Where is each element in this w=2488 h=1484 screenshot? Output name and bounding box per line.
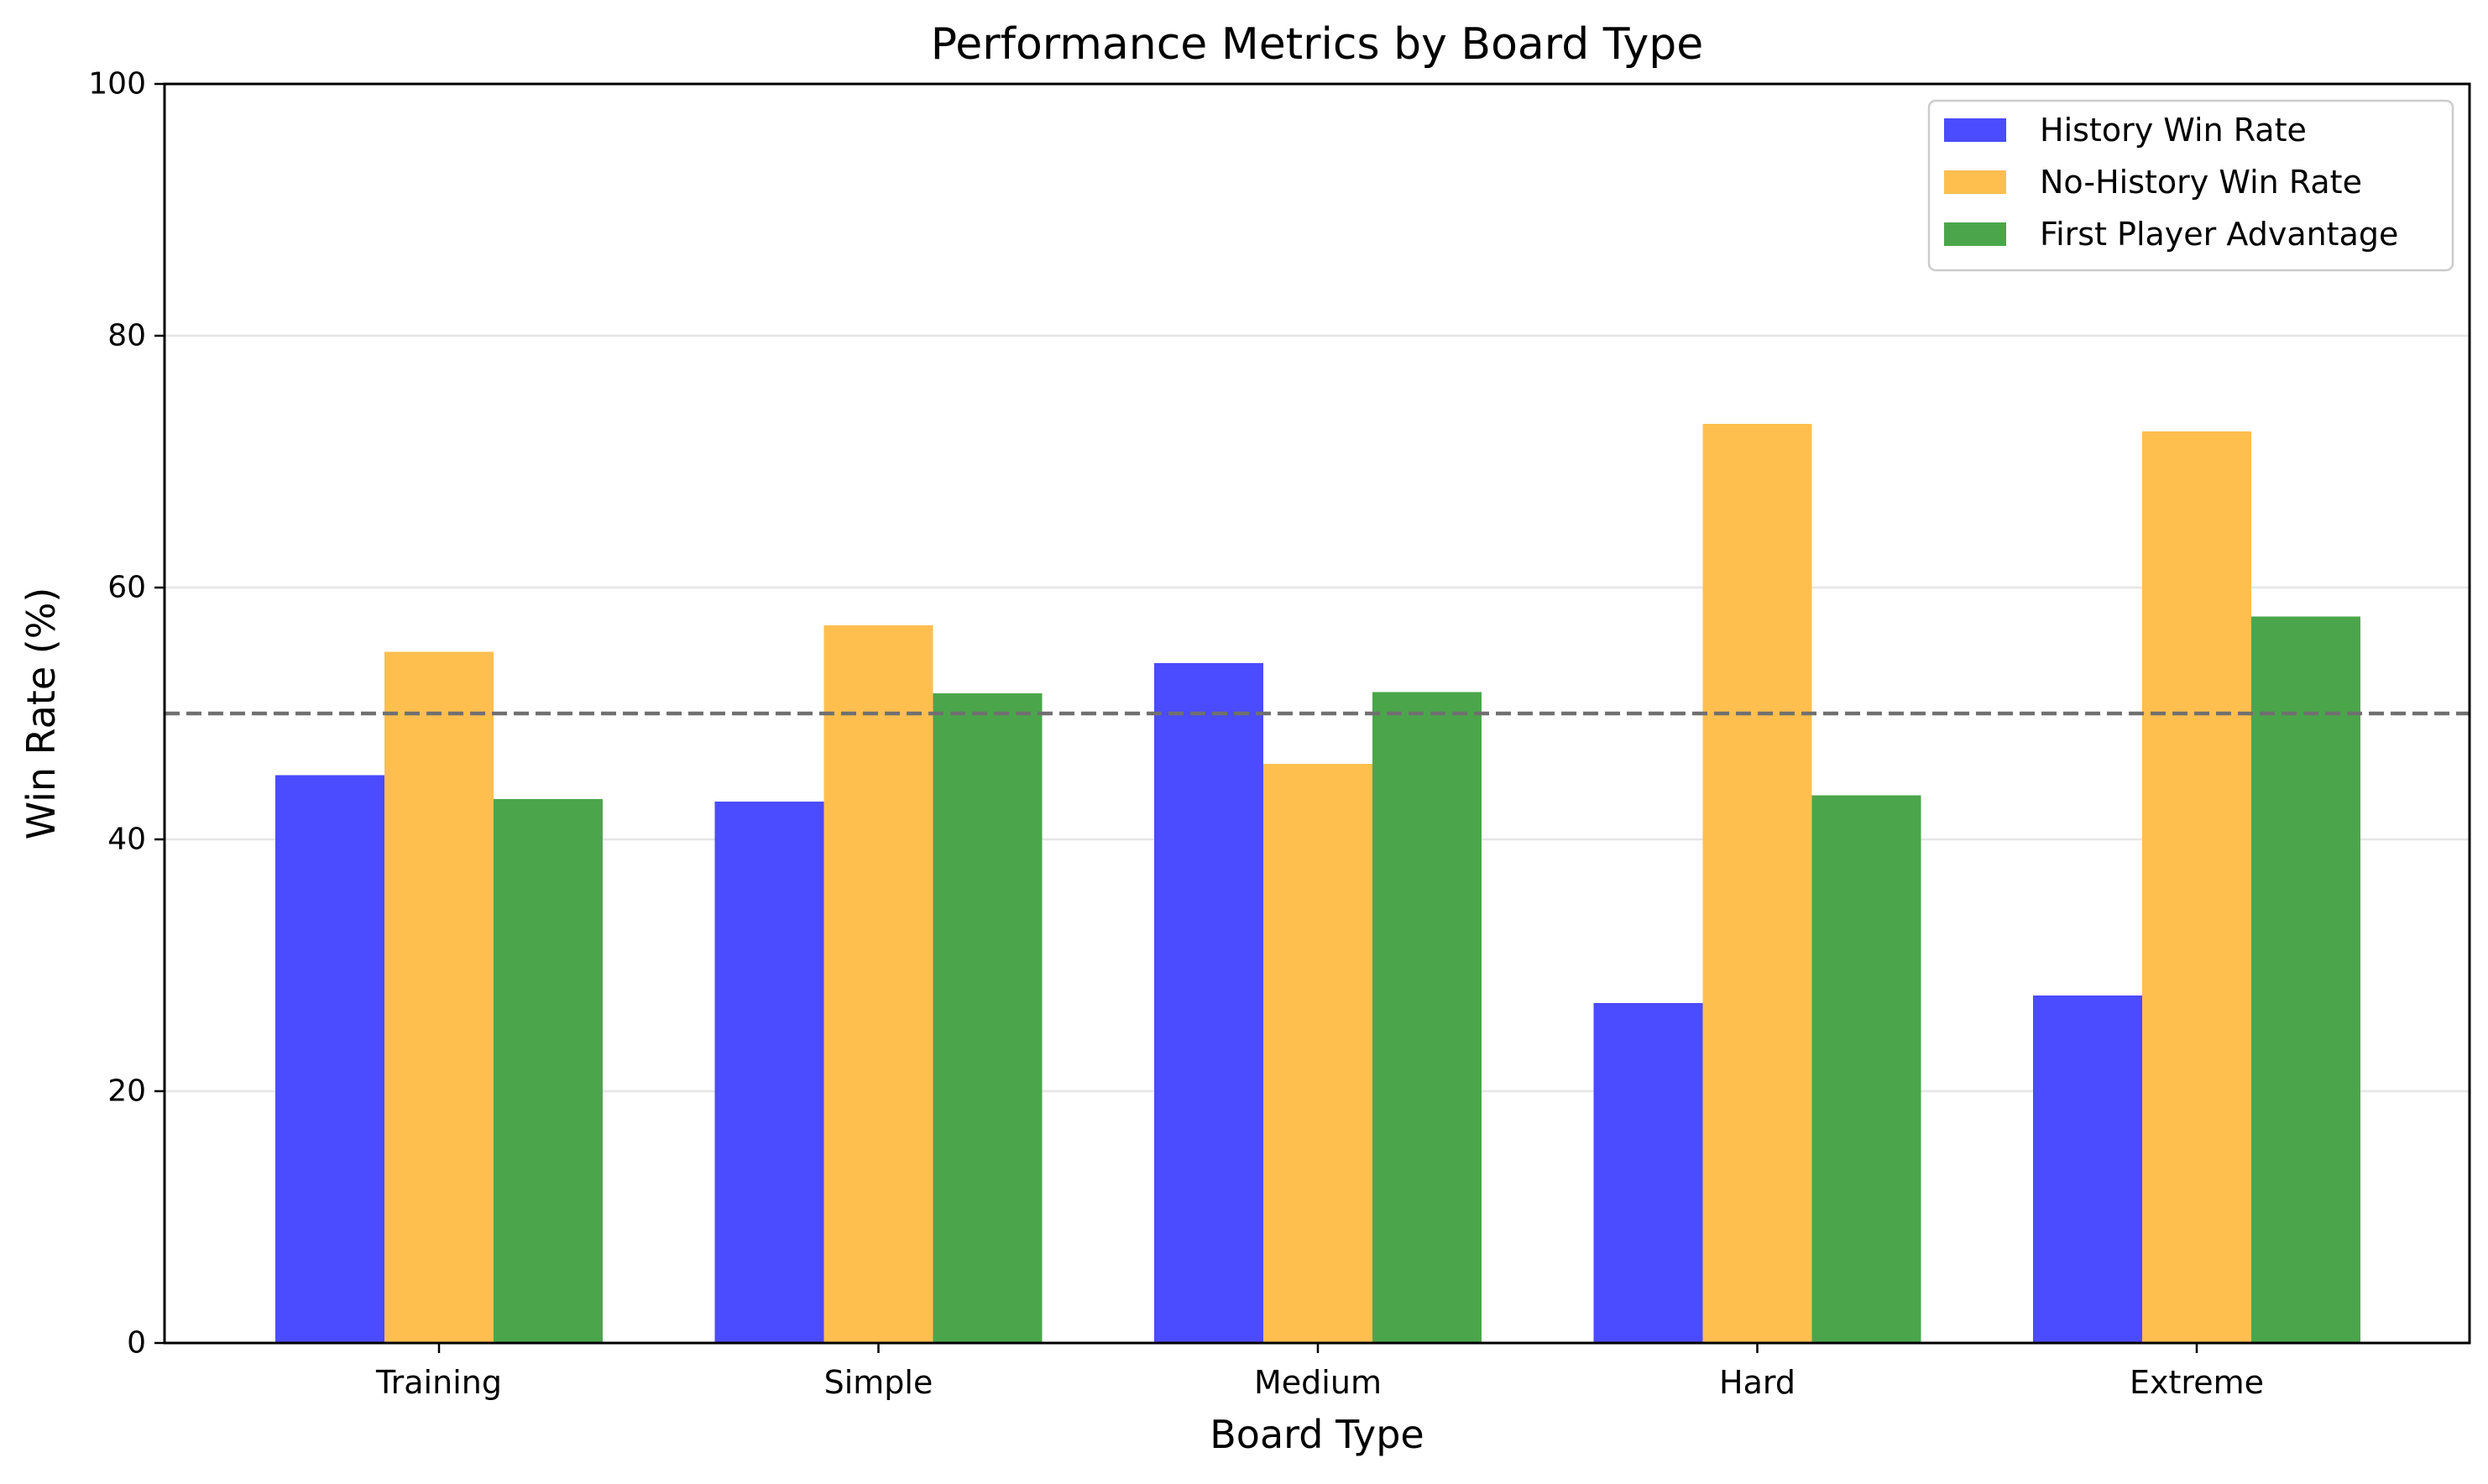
- x-axis-ticks: Training Simple Medium Hard Extreme: [375, 1343, 2264, 1401]
- bar-no-history-win-rate-training: [384, 651, 494, 1343]
- bar-first-player-advantage-extreme: [2251, 616, 2360, 1343]
- bar-history-win-rate-medium: [1154, 663, 1263, 1343]
- chart-title: Performance Metrics by Board Type: [931, 19, 1703, 70]
- bar-first-player-advantage-simple: [933, 693, 1043, 1343]
- bar-history-win-rate-simple: [714, 802, 824, 1343]
- bar-first-player-advantage-training: [494, 799, 603, 1343]
- bars: [275, 424, 2360, 1343]
- legend-label: History Win Rate: [2040, 112, 2307, 149]
- bar-no-history-win-rate-hard: [1702, 424, 1812, 1343]
- x-tick-label: Simple: [824, 1364, 933, 1401]
- bar-first-player-advantage-medium: [1372, 692, 1482, 1343]
- legend-swatch: [1944, 222, 2006, 246]
- x-tick-label: Training: [375, 1364, 502, 1401]
- bar-no-history-win-rate-extreme: [2142, 431, 2251, 1343]
- y-tick-label: 40: [107, 823, 146, 857]
- legend-frame: [1927, 99, 2454, 272]
- x-tick-label: Hard: [1719, 1364, 1795, 1401]
- y-axis-title: Win Rate (%): [18, 588, 64, 840]
- x-axis-title: Board Type: [1210, 1412, 1424, 1457]
- bar-no-history-win-rate-simple: [823, 625, 933, 1343]
- y-tick-label: 100: [88, 67, 146, 102]
- bar-first-player-advantage-hard: [1811, 795, 1921, 1343]
- y-tick-label: 20: [107, 1074, 146, 1109]
- y-tick-label: 0: [127, 1326, 146, 1361]
- legend-swatch: [1944, 170, 2006, 194]
- legend-items: History Win Rate No-History Win Rate First…: [1944, 112, 2398, 253]
- x-tick-label: Extreme: [2130, 1364, 2264, 1401]
- legend-swatch: [1944, 118, 2006, 142]
- y-tick-label: 60: [107, 571, 146, 605]
- y-tick-label: 80: [107, 319, 146, 353]
- legend: History Win Rate No-History Win Rate First…: [1927, 99, 2454, 272]
- bar-history-win-rate-hard: [1593, 1003, 1703, 1343]
- bar-no-history-win-rate-medium: [1263, 764, 1372, 1343]
- y-axis-ticks: 0 20 40 60 80 100: [88, 67, 165, 1361]
- x-tick-label: Medium: [1254, 1364, 1382, 1401]
- bar-history-win-rate-extreme: [2033, 995, 2142, 1343]
- legend-label: First Player Advantage: [2040, 216, 2398, 253]
- bar-history-win-rate-training: [275, 775, 384, 1343]
- legend-label: No-History Win Rate: [2040, 164, 2362, 201]
